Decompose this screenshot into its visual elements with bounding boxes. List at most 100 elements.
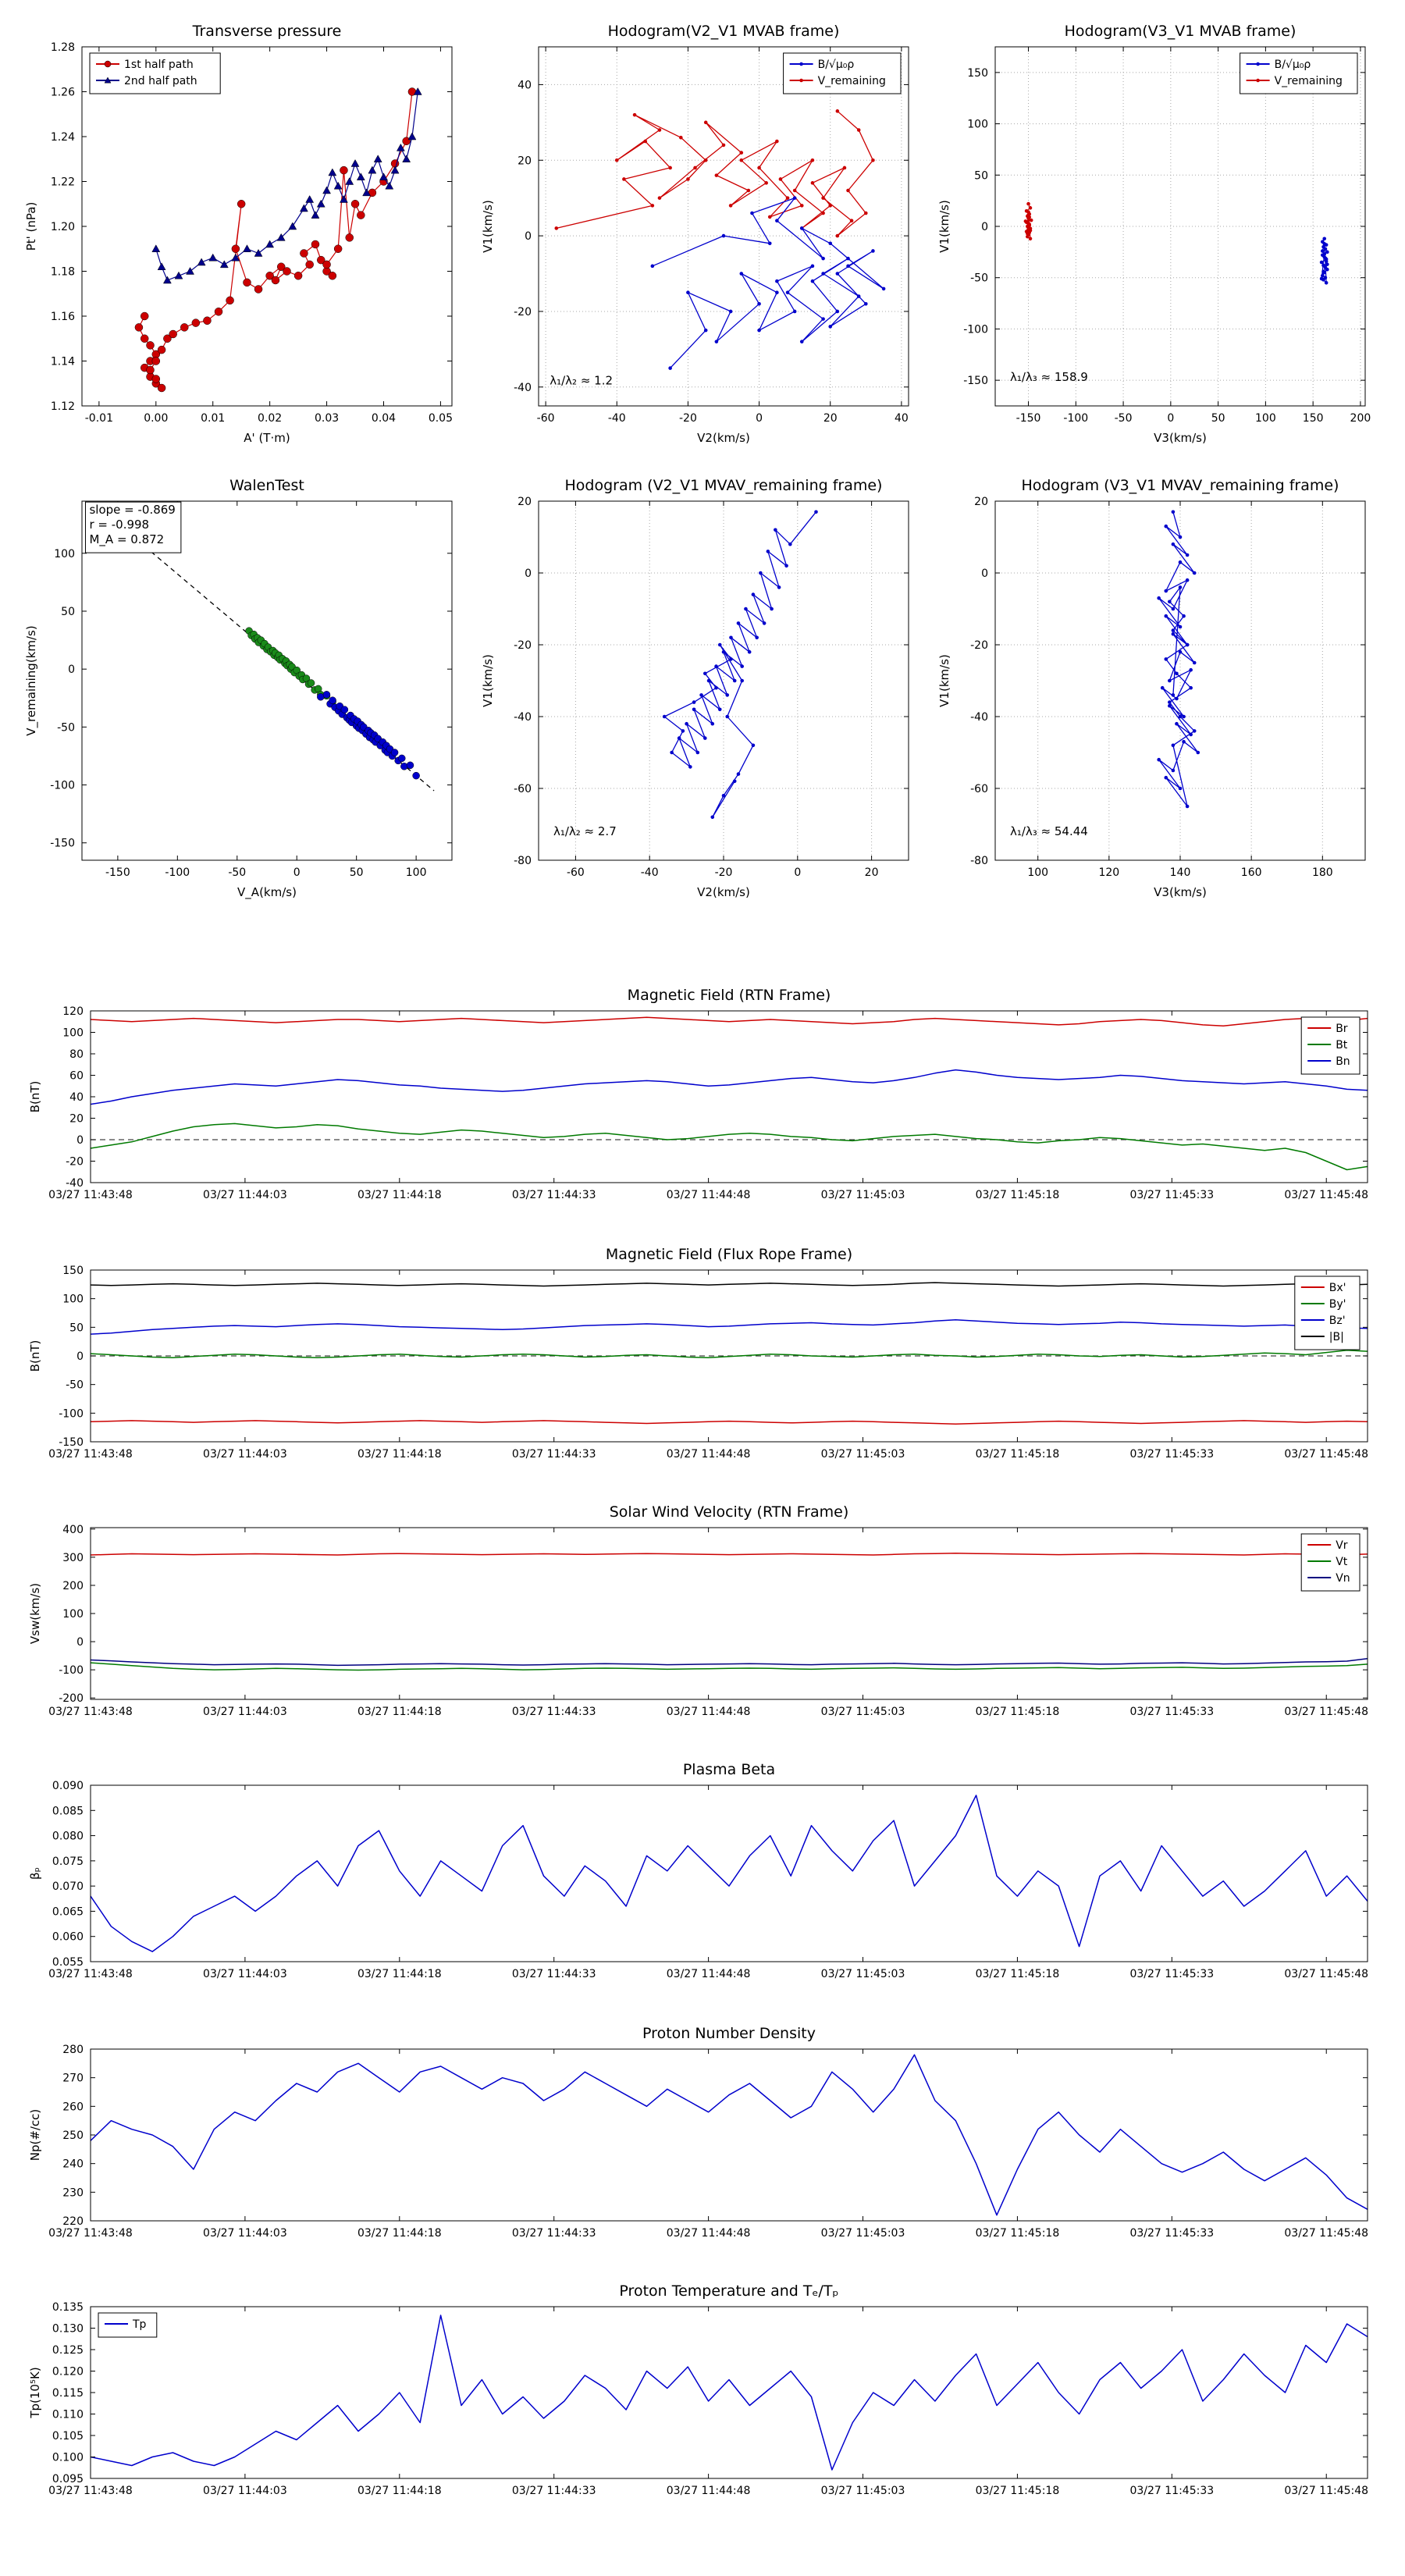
svg-text:03/27 11:45:48: 03/27 11:45:48 [1284,1968,1368,1980]
chart-magnetic-field-flux-rope: 03/27 11:43:48 03/27 11:44:03 03/27 11:44:… [23,1237,1382,1481]
svg-text:Vr: Vr [1336,1539,1348,1552]
svg-text:400: 400 [62,1524,84,1536]
svg-text:Br: Br [1336,1023,1348,1035]
svg-text:-20: -20 [66,1156,84,1169]
svg-text:03/27 11:44:48: 03/27 11:44:48 [667,2485,751,2497]
svg-text:230: 230 [62,2186,84,2199]
hodogram-v3v1-mvab-plot: -150 -100 -50 0 50 100 150 200 -150 -100 -50 0 50 100… [937,23,1371,445]
svg-text:200: 200 [1350,412,1371,425]
svg-text:20: 20 [974,496,988,508]
svg-text:40: 40 [895,412,909,425]
svg-text:V3(km/s): V3(km/s) [1154,431,1207,445]
svg-text:0.075: 0.075 [52,1856,84,1868]
svg-text:1st half path: 1st half path [124,59,194,71]
svg-text:-50: -50 [970,272,988,285]
svg-text:150: 150 [1303,412,1324,425]
svg-text:V1(km/s): V1(km/s) [937,654,951,707]
svg-text:-100: -100 [963,323,988,336]
svg-text:03/27 11:44:48: 03/27 11:44:48 [667,1448,751,1461]
svg-text:150: 150 [62,1265,84,1277]
chart-proton-number-density: 03/27 11:43:48 03/27 11:44:03 03/27 11:44:… [23,2016,1382,2260]
svg-text:50: 50 [69,1322,84,1334]
svg-text:Np(#/cc): Np(#/cc) [28,2109,42,2161]
svg-text:V_remaining(km/s): V_remaining(km/s) [24,625,39,735]
svg-text:03/27 11:44:33: 03/27 11:44:33 [512,2227,596,2240]
svg-text:03/27 11:45:48: 03/27 11:45:48 [1284,2227,1368,2240]
solar-wind-velocity-plot: 03/27 11:43:48 03/27 11:44:03 03/27 11:44:… [28,1503,1368,1718]
svg-text:-0.01: -0.01 [85,412,113,425]
svg-text:03/27 11:45:03: 03/27 11:45:03 [821,1706,905,1718]
svg-text:Vn: Vn [1336,1572,1350,1585]
svg-text:Solar Wind Velocity (RTN Frame: Solar Wind Velocity (RTN Frame) [610,1503,849,1521]
svg-text:03/27 11:45:18: 03/27 11:45:18 [976,2485,1060,2497]
svg-text:03/27 11:45:03: 03/27 11:45:03 [821,1189,905,1201]
svg-text:Vsw(km/s): Vsw(km/s) [28,1583,42,1644]
svg-text:03/27 11:45:03: 03/27 11:45:03 [821,2227,905,2240]
svg-text:By': By' [1329,1298,1346,1311]
svg-text:03/27 11:44:03: 03/27 11:44:03 [203,2485,287,2497]
svg-text:100: 100 [1255,412,1276,425]
svg-text:1.26: 1.26 [51,87,75,99]
svg-text:0.085: 0.085 [52,1805,84,1817]
svg-text:60: 60 [69,1070,84,1083]
svg-text:03/27 11:44:33: 03/27 11:44:33 [512,2485,596,2497]
svg-text:Proton Number Density: Proton Number Density [642,2025,816,2042]
svg-text:-100: -100 [165,866,190,879]
svg-text:03/27 11:44:03: 03/27 11:44:03 [203,1706,287,1718]
svg-text:0.060: 0.060 [52,1931,84,1944]
svg-text:50: 50 [61,606,75,618]
svg-text:0.065: 0.065 [52,1905,84,1918]
svg-text:Magnetic Field (Flux Rope Fram: Magnetic Field (Flux Rope Frame) [606,1246,852,1263]
hodogram-v2v1-mvab-plot: -60 -40 -20 0 20 40 -40 -20 0 20 40 Hodogram(V2_V1 … [481,23,909,445]
svg-text:-50: -50 [57,721,75,734]
svg-text:V_A(km/s): V_A(km/s) [237,885,297,900]
svg-text:Hodogram (V2_V1 MVAV_remaining: Hodogram (V2_V1 MVAV_remaining frame) [565,477,883,494]
svg-text:Hodogram(V3_V1 MVAB frame): Hodogram(V3_V1 MVAB frame) [1065,23,1297,40]
transverse-pressure-plot: -0.01 0.00 0.01 0.02 0.03 0.04 0.05 1.12 1.14 1.1… [24,23,453,445]
svg-text:Transverse pressure: Transverse pressure [192,23,342,40]
svg-text:Vt: Vt [1336,1556,1348,1568]
svg-text:300: 300 [62,1552,84,1564]
svg-text:V1(km/s): V1(km/s) [937,200,951,253]
svg-text:-50: -50 [1115,412,1133,425]
magnetic-field-flux-rope-plot: 03/27 11:43:48 03/27 11:44:03 03/27 11:44:… [28,1246,1368,1461]
svg-text:0.125: 0.125 [52,2344,84,2357]
svg-text:V_remaining: V_remaining [1275,75,1343,87]
svg-text:λ₁/λ₂ ≈ 2.7: λ₁/λ₂ ≈ 2.7 [553,824,617,838]
svg-text:03/27 11:44:18: 03/27 11:44:18 [357,2485,442,2497]
svg-text:03/27 11:45:48: 03/27 11:45:48 [1284,1189,1368,1201]
svg-text:0: 0 [76,1350,84,1363]
svg-text:03/27 11:45:03: 03/27 11:45:03 [821,1968,905,1980]
svg-text:Tp(10⁵K): Tp(10⁵K) [28,2367,42,2418]
svg-text:160: 160 [1241,866,1262,879]
svg-text:0.02: 0.02 [258,412,282,425]
proton-temperature-plot: 03/27 11:43:48 03/27 11:44:03 03/27 11:44:… [28,2282,1368,2497]
svg-text:03/27 11:44:03: 03/27 11:44:03 [203,1968,287,1980]
svg-text:180: 180 [1312,866,1333,879]
svg-text:120: 120 [1098,866,1119,879]
svg-text:100: 100 [62,1608,84,1621]
svg-text:λ₁/λ₃ ≈ 158.9: λ₁/λ₃ ≈ 158.9 [1010,370,1088,384]
svg-text:100: 100 [1027,866,1048,879]
svg-text:50: 50 [350,866,364,879]
svg-text:03/27 11:45:18: 03/27 11:45:18 [976,1706,1060,1718]
svg-text:-40: -40 [514,711,532,724]
svg-text:0.105: 0.105 [52,2430,84,2443]
svg-text:03/27 11:44:33: 03/27 11:44:33 [512,1706,596,1718]
svg-text:0.055: 0.055 [52,1956,84,1969]
chart-hodogram-v2v1-mvav: -60 -40 -20 0 20 -80 -60 -40 -20 0 20 Hodogram (V2_… [476,468,921,907]
svg-text:20: 20 [69,1113,84,1126]
svg-text:1.14: 1.14 [51,356,75,368]
svg-text:-60: -60 [537,412,555,425]
svg-text:-40: -40 [970,711,988,724]
svg-text:V1(km/s): V1(km/s) [481,200,495,253]
svg-text:0: 0 [525,568,532,580]
svg-text:Bt: Bt [1336,1039,1348,1051]
svg-text:270: 270 [62,2073,84,2085]
svg-text:0.095: 0.095 [52,2473,84,2485]
svg-text:03/27 11:44:03: 03/27 11:44:03 [203,1448,287,1461]
svg-text:100: 100 [54,548,75,560]
svg-text:03/27 11:44:03: 03/27 11:44:03 [203,1189,287,1201]
svg-text:03/27 11:44:33: 03/27 11:44:33 [512,1448,596,1461]
svg-text:100: 100 [62,1027,84,1040]
